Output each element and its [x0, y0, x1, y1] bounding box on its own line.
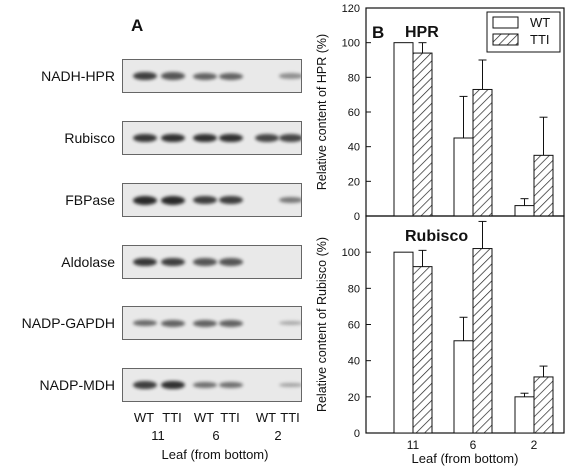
y-tick-label: 60: [348, 107, 360, 119]
blot-band: [193, 133, 217, 143]
y-tick-label: 80: [348, 72, 360, 84]
panel-a-letter: A: [131, 16, 144, 35]
panel-b-letter: B: [372, 23, 384, 42]
blot-band: [161, 319, 185, 327]
western-blot-strip: [122, 59, 302, 93]
blot-band: [219, 195, 243, 205]
y-tick-label: 60: [348, 320, 360, 332]
blot-band: [219, 133, 243, 143]
legend-label: TTI: [530, 32, 550, 47]
legend-swatch: [492, 16, 519, 29]
y-tick-label: 120: [342, 3, 360, 15]
blot-band: [279, 382, 301, 388]
y-tick-label: 0: [354, 211, 360, 223]
blot-band: [161, 133, 185, 143]
blot-band: [161, 195, 185, 205]
lane-label: WT: [133, 410, 155, 425]
bar: [472, 88, 493, 217]
bar: [453, 340, 474, 434]
blot-band: [161, 380, 185, 390]
blot-band: [255, 134, 279, 142]
lane-label: TTI: [220, 410, 240, 425]
blot-band: [219, 72, 243, 80]
blot-band: [161, 72, 185, 80]
blot-band: [193, 72, 217, 80]
blot-band: [193, 319, 217, 327]
blot-band: [133, 71, 157, 81]
blot-band: [133, 257, 157, 267]
panel-a-x-axis-title: Leaf (from bottom): [161, 447, 269, 462]
bar: [533, 154, 554, 217]
x-tick-label: 6: [470, 438, 477, 452]
western-blot-strip: [122, 245, 302, 279]
x-tick-label: 2: [531, 438, 538, 452]
blot-band: [279, 320, 301, 326]
blot-band: [133, 195, 157, 205]
panel-title: Rubisco: [405, 228, 468, 245]
bar: [393, 42, 414, 217]
y-axis-title: Relative content of HPR (%): [315, 34, 329, 190]
y-tick-label: 80: [348, 283, 360, 295]
y-axis-title: Relative content of Rubisco (%): [315, 237, 329, 412]
blot-band: [279, 196, 301, 204]
lane-label: TTI: [162, 410, 182, 425]
blot-band: [279, 134, 301, 142]
western-blot-strip: [122, 368, 302, 402]
blot-label: Aldolase: [61, 254, 115, 270]
lane-label: WT: [255, 410, 277, 425]
bar: [533, 376, 554, 434]
bar: [412, 266, 433, 434]
y-tick-label: 20: [348, 392, 360, 404]
bar: [412, 52, 433, 217]
blot-band: [193, 381, 217, 389]
bar: [472, 248, 493, 434]
legend-label: WT: [530, 15, 550, 30]
blot-label: NADP-MDH: [39, 377, 115, 393]
blot-band: [193, 195, 217, 205]
bar: [393, 251, 414, 434]
blot-band: [133, 319, 157, 327]
legend-swatch: [492, 33, 519, 46]
western-blot-strip: [122, 121, 302, 155]
bar: [514, 396, 535, 434]
bar: [453, 137, 474, 217]
x-tick-label: 11: [407, 438, 420, 452]
western-blot-strip: [122, 183, 302, 217]
blot-band: [193, 258, 217, 266]
blot-band: [219, 319, 243, 327]
y-tick-label: 40: [348, 142, 360, 154]
y-tick-label: 0: [354, 428, 360, 440]
bar: [514, 205, 535, 217]
blot-band: [219, 381, 243, 389]
leaf-number: 11: [151, 428, 165, 443]
y-tick-label: 20: [348, 176, 360, 188]
blot-label: NADH-HPR: [41, 68, 115, 84]
blot-label: FBPase: [65, 192, 115, 208]
panel-title: HPR: [405, 24, 439, 41]
western-blot-strip: [122, 306, 302, 340]
blot-label: NADP-GAPDH: [21, 315, 115, 331]
leaf-number: 2: [274, 428, 282, 443]
blot-band: [279, 73, 301, 79]
blot-band: [133, 380, 157, 390]
blot-band: [219, 258, 243, 266]
blot-band: [161, 257, 185, 267]
lane-label: WT: [193, 410, 215, 425]
blot-label: Rubisco: [64, 130, 115, 146]
lane-label: TTI: [280, 410, 300, 425]
y-tick-label: 40: [348, 356, 360, 368]
y-tick-label: 100: [342, 38, 360, 50]
blot-band: [133, 133, 157, 143]
x-axis-title: Leaf (from bottom): [412, 451, 519, 466]
leaf-number: 6: [212, 428, 220, 443]
y-tick-label: 100: [342, 247, 360, 259]
